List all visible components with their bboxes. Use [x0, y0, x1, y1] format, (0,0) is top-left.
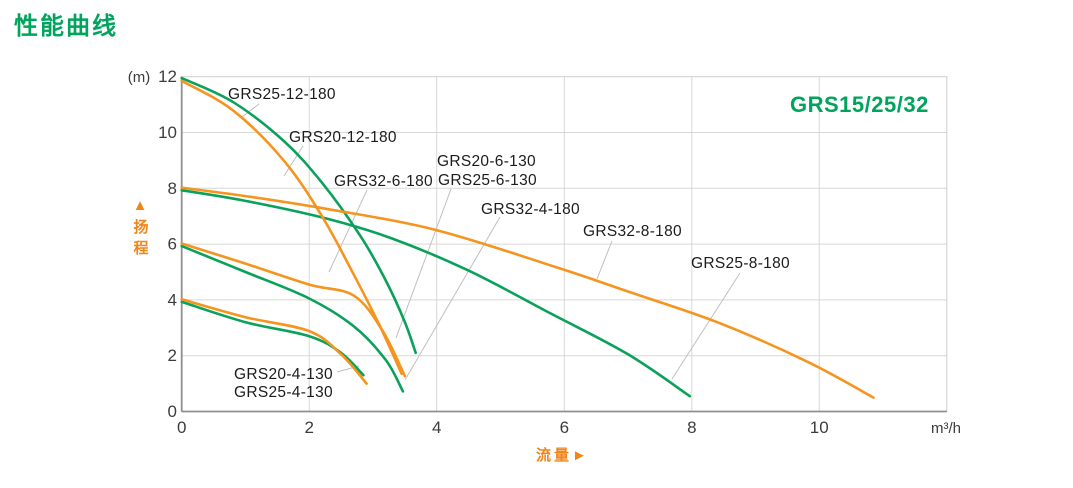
curve-label-grs25-8-180: GRS25-8-180: [691, 255, 790, 272]
page-title: 性能曲线: [14, 13, 118, 40]
curve-label-grs20-12-180: GRS20-12-180: [289, 129, 397, 146]
y-tick: 6: [168, 235, 177, 254]
x-tick: 2: [304, 418, 313, 437]
curve-label-grs32-6-180: GRS32-6-180: [334, 173, 433, 190]
curve-grs20-6-130-grs25-6-130: [180, 244, 405, 393]
y-axis-caption-text: 扬程: [131, 219, 149, 261]
curve-grs32-4-180: [180, 298, 368, 385]
y-tick: 10: [158, 123, 177, 142]
x-axis-caption: 流量►: [536, 444, 590, 465]
curve-grs32-6-180: [180, 242, 407, 378]
curve-grs32-8-180: [180, 186, 875, 399]
x-unit-label: m³/h: [931, 420, 961, 437]
x-tick: 0: [177, 418, 186, 437]
y-tick: 0: [168, 402, 177, 421]
series-group-label: GRS15/25/32: [790, 92, 929, 117]
right-arrow-icon: ►: [572, 447, 590, 464]
y-tick-labels: 0 2 4 6 8 10 12 (m): [128, 67, 177, 421]
x-tick: 6: [560, 418, 569, 437]
curve-label-grs20-4-130: GRS20-4-130: [234, 366, 333, 383]
x-tick: 10: [810, 418, 829, 437]
x-tick: 4: [432, 418, 441, 437]
y-unit-label: (m): [128, 69, 151, 86]
curve-grs25-12-180: [180, 76, 417, 355]
y-tick: 12: [158, 67, 177, 86]
curve-grs25-8-180: [180, 189, 692, 398]
up-arrow-icon: ▲: [132, 197, 148, 214]
y-tick: 2: [168, 346, 177, 365]
curve-grs20-4-130-grs25-4-130: [180, 300, 365, 377]
x-axis-caption-text: 流量: [536, 447, 573, 464]
curve-label-grs25-4-130: GRS25-4-130: [234, 384, 333, 401]
curve-label-grs25-6-130: GRS25-6-130: [438, 172, 537, 189]
curve-label-grs20-6-130: GRS20-6-130: [437, 153, 536, 170]
x-tick: 8: [687, 418, 696, 437]
curve-label-grs25-12-180: GRS25-12-180: [228, 86, 336, 103]
y-tick: 4: [168, 290, 177, 309]
curves-layer: [180, 76, 875, 399]
curve-labels: GRS25-12-180 GRS20-12-180 GRS20-6-130 GR…: [228, 86, 929, 401]
curve-grs20-12-180: [180, 79, 403, 376]
x-tick-labels: 0 2 4 6 8 10 m³/h: [177, 418, 961, 437]
curve-label-grs32-4-180: GRS32-4-180: [481, 201, 580, 218]
grid-lines: [181, 76, 948, 412]
y-axis-caption: ▲ 扬程: [129, 198, 151, 264]
curve-label-grs32-8-180: GRS32-8-180: [583, 223, 682, 240]
y-tick: 8: [168, 179, 177, 198]
